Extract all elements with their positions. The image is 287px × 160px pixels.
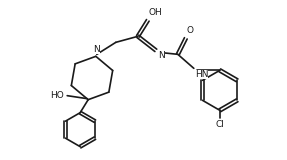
Text: Cl: Cl: [215, 120, 224, 129]
Text: N: N: [94, 45, 100, 54]
Text: O: O: [187, 26, 194, 35]
Text: HN: HN: [195, 70, 208, 79]
Text: N: N: [158, 51, 164, 60]
Text: HO: HO: [51, 91, 64, 100]
Text: OH: OH: [149, 8, 162, 17]
